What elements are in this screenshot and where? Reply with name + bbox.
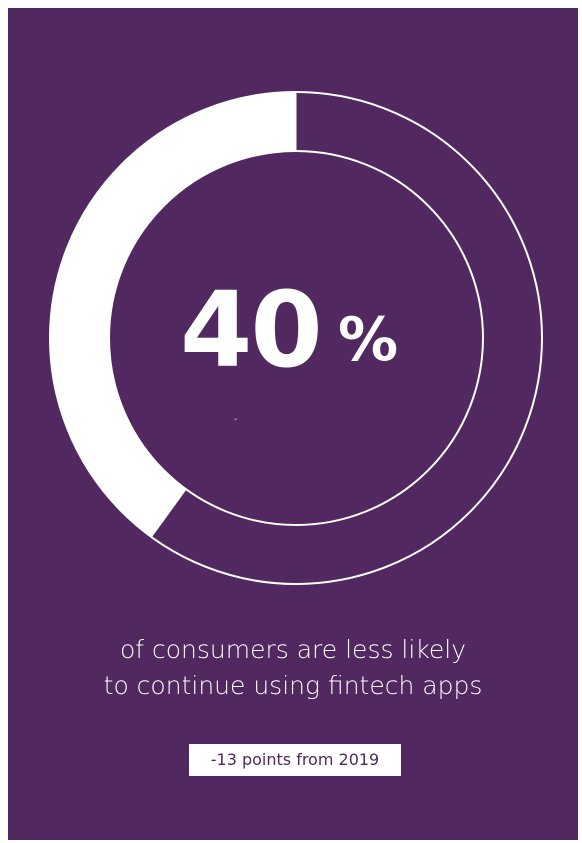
- caption-line-1: of consumers are less likely: [119, 635, 467, 664]
- caption: of consumers are less likely to continue…: [8, 632, 578, 704]
- donut-segment-highlight: [49, 91, 297, 538]
- stat-unit: %: [338, 305, 399, 375]
- stat-value: 40: [180, 269, 323, 391]
- change-badge: -13 points from 2019: [189, 744, 401, 776]
- donut-chart: [49, 91, 543, 585]
- separator-dash: -: [234, 414, 238, 425]
- caption-line-2: to continue using fintech apps: [103, 671, 483, 700]
- percentage-stat: 40 %: [180, 270, 440, 390]
- infographic-card: 40 % - of consumers are less likely to c…: [8, 8, 578, 840]
